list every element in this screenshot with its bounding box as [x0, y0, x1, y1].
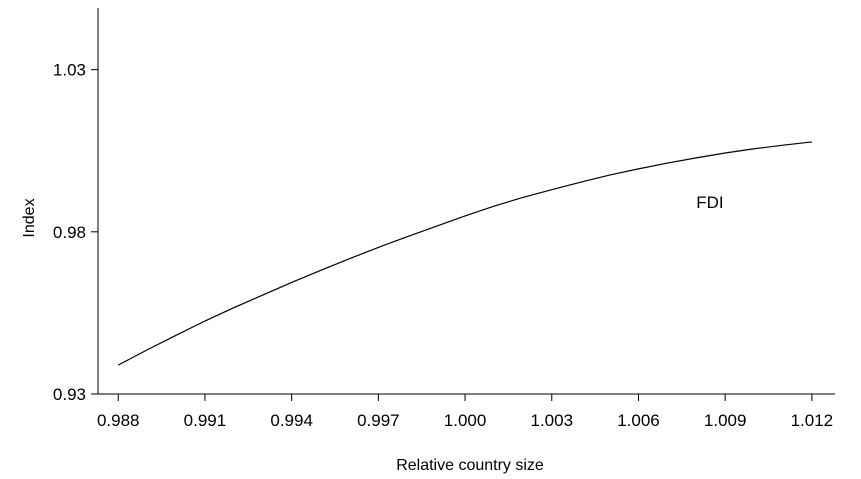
x-tick-label: 1.009	[704, 411, 747, 430]
series-line-fdi	[117, 141, 812, 366]
x-tick-label: 1.000	[444, 411, 487, 430]
series-layer: FDI	[117, 141, 812, 366]
y-axis-ticks: 0.93 0.98 1.03	[53, 61, 98, 404]
y-axis-title: Index	[21, 198, 38, 237]
y-tick-label: 0.98	[53, 223, 86, 242]
x-tick-label: 0.991	[184, 411, 227, 430]
x-axis-title: Relative country size	[396, 457, 544, 474]
x-tick-label: 0.994	[270, 411, 313, 430]
x-tick-label: 1.003	[530, 411, 573, 430]
x-tick-label: 0.988	[97, 411, 140, 430]
plot-area: 0.93 0.98 1.03 0.988 0.991 0.994 0.997 1.000 1.…	[53, 8, 835, 430]
x-axis-ticks: 0.988 0.991 0.994 0.997 1.000 1.003 1.006 1.009…	[97, 394, 833, 430]
series-label: FDI	[696, 193, 723, 212]
y-tick-label: 1.03	[53, 61, 86, 80]
x-tick-label: 1.006	[617, 411, 660, 430]
x-tick-label: 1.012	[791, 411, 834, 430]
y-tick-label: 0.93	[53, 385, 86, 404]
x-tick-label: 0.997	[357, 411, 400, 430]
